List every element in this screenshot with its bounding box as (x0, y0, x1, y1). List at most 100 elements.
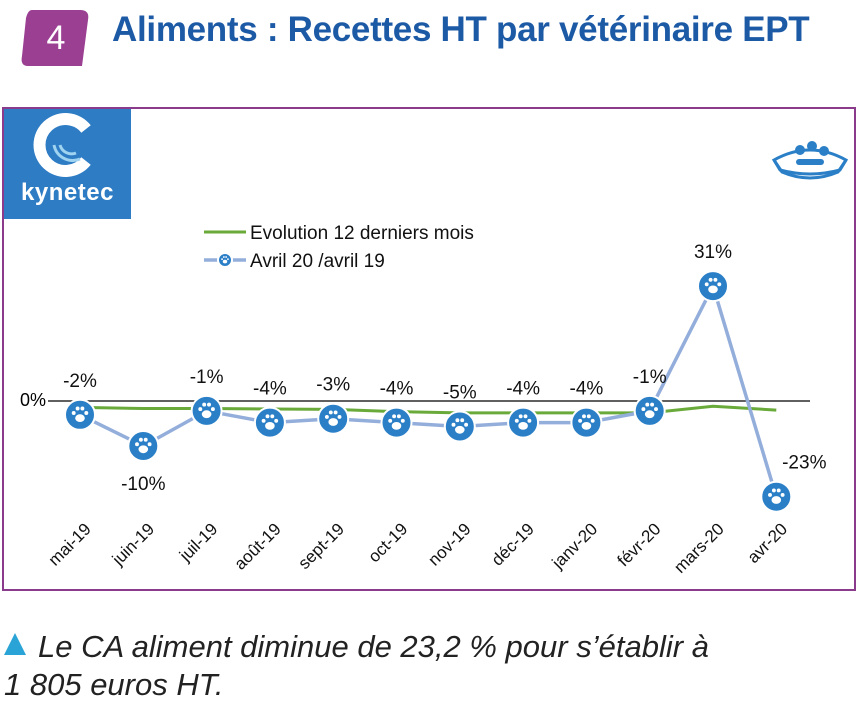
paw-pad (771, 496, 782, 504)
x-tick-label: déc-19 (488, 519, 538, 569)
x-tick-label: janv-20 (548, 519, 602, 573)
paw-pad (708, 285, 718, 294)
paw-toe (198, 407, 203, 412)
x-tick-label: juin-19 (108, 519, 158, 569)
data-point (507, 406, 540, 439)
paw-toe (582, 414, 586, 419)
data-point (64, 398, 96, 431)
data-label: 31% (694, 242, 732, 263)
legend-label-12-months: Evolution 12 derniers mois (250, 223, 474, 244)
bowl-rim (772, 159, 848, 180)
paw-toe (222, 256, 225, 258)
paw-toe (265, 414, 270, 419)
paw-toe (337, 414, 342, 419)
paw-toe (388, 418, 393, 423)
paw-pad (518, 422, 528, 430)
x-tick-label: mai-19 (45, 519, 95, 569)
paw-toe (147, 442, 152, 447)
page-title: Aliments : Recettes HT par vétérinaire E… (112, 10, 810, 49)
paw-toe (328, 410, 333, 415)
paw-toe (713, 277, 718, 282)
caption-line-1: Le CA aliment diminue de 23,2 % pour s’é… (38, 629, 709, 664)
data-label: -1% (633, 367, 667, 388)
kibble (819, 146, 829, 156)
x-tick-label: août-19 (231, 519, 285, 573)
paw-pad (201, 410, 212, 419)
data-point (570, 406, 603, 439)
data-point (443, 410, 476, 443)
badge-shape (21, 10, 89, 66)
paw-toe (80, 406, 85, 411)
x-tick-label: sept-19 (294, 519, 348, 573)
paw-toe (650, 402, 655, 407)
paw-toe (645, 402, 650, 407)
paw-toe (578, 418, 583, 423)
data-point (127, 430, 160, 462)
paw-toe (84, 411, 89, 415)
paw-pad (265, 422, 275, 430)
x-tick-label: oct-19 (364, 519, 411, 566)
logo-mark-icon (33, 113, 91, 177)
paw-toe (392, 414, 397, 419)
data-label: -4% (253, 379, 287, 400)
paw-toe (71, 411, 76, 415)
paw-toe (210, 407, 215, 412)
paw-toe (654, 407, 658, 412)
data-point (253, 406, 286, 439)
paw-toe (207, 402, 211, 407)
series-line-12-months (79, 404, 777, 415)
kibble (795, 145, 805, 155)
paw-pad (581, 422, 592, 430)
caption-line-2: 1 805 euros HT. (4, 667, 224, 702)
data-point (380, 406, 413, 439)
data-label: -23% (782, 453, 826, 474)
paw-toe (451, 422, 456, 427)
data-point (760, 480, 793, 513)
paw-toe (333, 410, 338, 415)
chart-frame (2, 107, 856, 591)
paw-toe (780, 492, 785, 497)
section-number-badge: 4 (18, 6, 94, 70)
paw-toe (274, 418, 279, 423)
data-label: -3% (316, 375, 350, 396)
paw-pad (391, 422, 402, 430)
paw-toe (221, 258, 223, 261)
legend: Evolution 12 derniers mois Avril 20 /avri… (204, 223, 474, 272)
paw-pad (328, 418, 339, 426)
paw-toe (523, 414, 528, 419)
data-label: -4% (380, 379, 414, 400)
caption-triangle-icon (4, 633, 26, 655)
paw-toe (225, 256, 228, 258)
data-point (317, 402, 350, 435)
paw-toe (586, 414, 591, 419)
kynetec-logo: kynetec (4, 109, 131, 219)
paw-toe (270, 414, 275, 419)
paw-toe (768, 492, 772, 497)
paw-toe (464, 422, 469, 427)
x-tick-label: juil-19 (175, 519, 221, 565)
paw-toe (514, 418, 519, 423)
paw-toe (708, 277, 713, 282)
bone (796, 159, 824, 165)
paw-toe (400, 418, 405, 423)
paw-pad (138, 445, 149, 454)
paw-toe (227, 258, 229, 261)
paw-toe (75, 406, 80, 411)
data-point (190, 394, 223, 427)
paw-toe (202, 402, 207, 407)
data-label: -4% (506, 379, 540, 400)
paw-toe (138, 437, 143, 442)
data-point (697, 270, 729, 303)
paw-toe (704, 282, 709, 287)
data-label: -10% (121, 474, 165, 495)
data-label: -5% (443, 383, 477, 404)
line-chart: 0% -2% -10% -1% -4% -3% -4% -5% -4% -4% -1% 31% -23%… (20, 141, 849, 577)
x-tick-label: mars-20 (670, 519, 728, 577)
paw-toe (776, 488, 781, 493)
paw-toe (527, 418, 532, 423)
kibble (807, 141, 817, 151)
paw-toe (396, 414, 401, 419)
paw-pad (644, 410, 655, 419)
data-label: -1% (190, 367, 224, 388)
paw-toe (717, 282, 722, 287)
